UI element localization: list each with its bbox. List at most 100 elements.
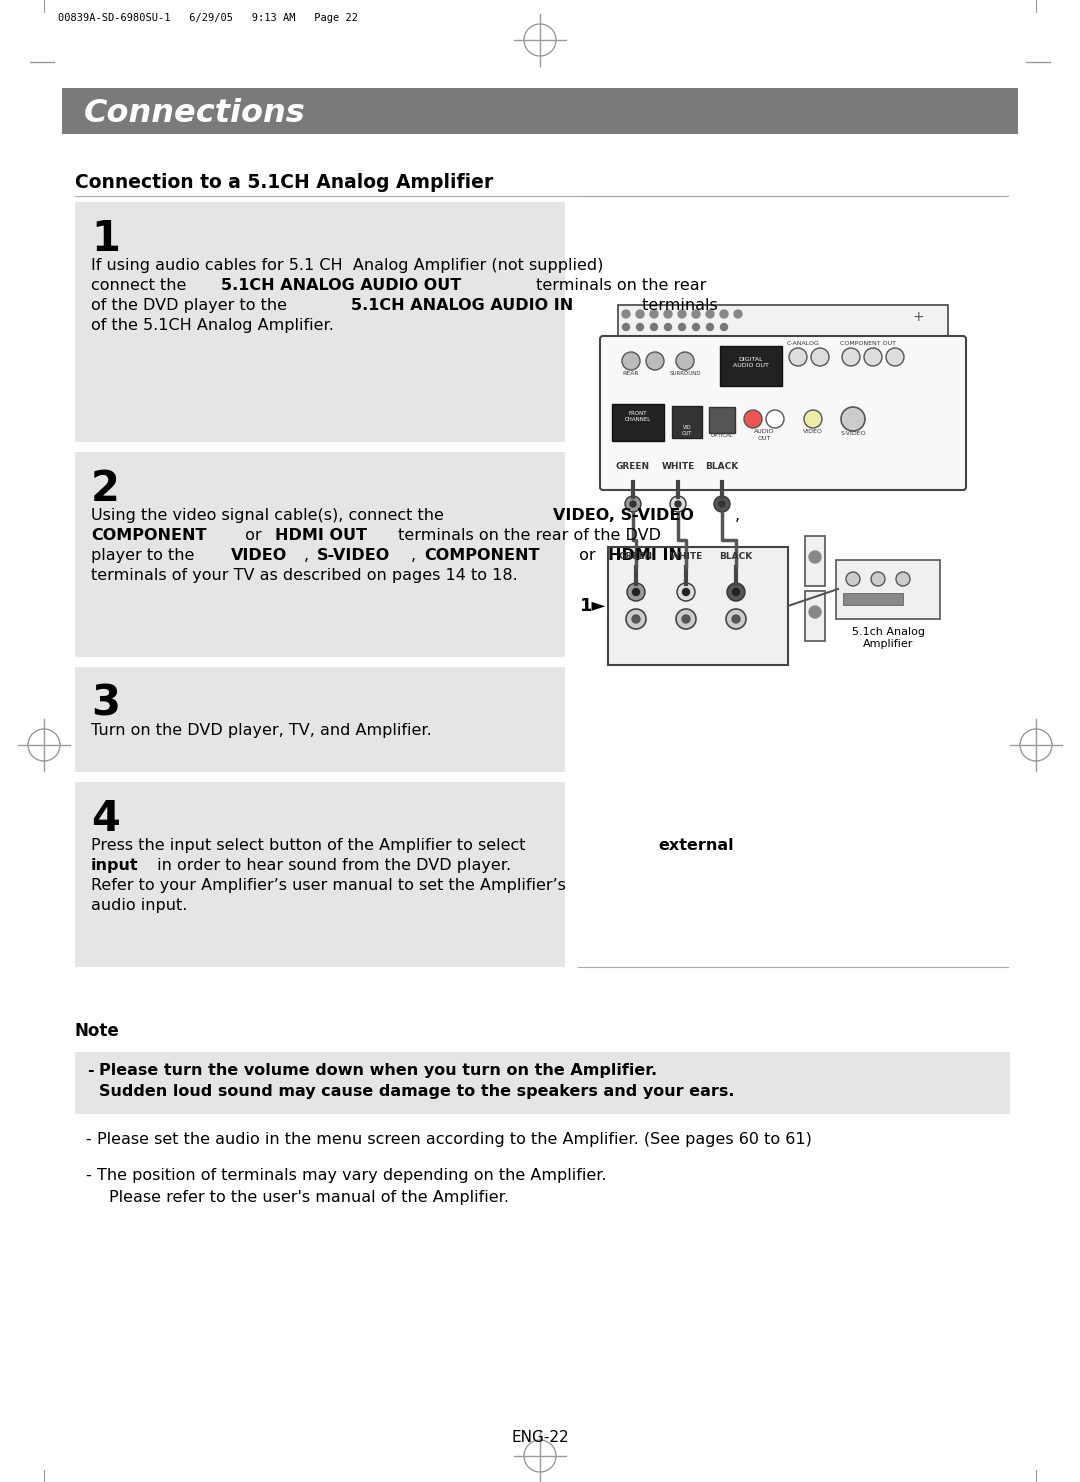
Text: terminals on the rear: terminals on the rear: [530, 279, 706, 293]
Text: audio input.: audio input.: [91, 898, 187, 913]
Circle shape: [719, 501, 725, 507]
Text: DIGITAL
AUDIO OUT: DIGITAL AUDIO OUT: [733, 357, 769, 368]
Text: COMPONENT: COMPONENT: [91, 528, 206, 542]
Text: ,: ,: [734, 508, 740, 523]
Text: 5.1CH ANALOG AUDIO IN: 5.1CH ANALOG AUDIO IN: [351, 298, 572, 313]
Circle shape: [683, 588, 689, 596]
Circle shape: [633, 588, 639, 596]
Circle shape: [842, 348, 860, 366]
Circle shape: [789, 348, 807, 366]
Circle shape: [766, 411, 784, 428]
Text: Please turn the volume down when you turn on the Amplifier.: Please turn the volume down when you tur…: [99, 1063, 657, 1077]
Circle shape: [678, 310, 686, 319]
Text: WHITE: WHITE: [670, 551, 703, 562]
Circle shape: [744, 411, 762, 428]
Circle shape: [870, 572, 885, 585]
Text: ,: ,: [303, 548, 314, 563]
Circle shape: [706, 323, 714, 330]
FancyBboxPatch shape: [843, 593, 903, 605]
Circle shape: [886, 348, 904, 366]
Text: Turn on the DVD player, TV, and Amplifier.: Turn on the DVD player, TV, and Amplifie…: [91, 723, 432, 738]
Text: 3: 3: [91, 683, 120, 725]
FancyBboxPatch shape: [612, 405, 664, 442]
Text: +: +: [913, 310, 923, 325]
Circle shape: [677, 582, 696, 602]
Circle shape: [864, 348, 882, 366]
Text: 2: 2: [91, 468, 120, 510]
FancyBboxPatch shape: [75, 452, 565, 657]
Circle shape: [676, 609, 696, 628]
Text: Using the video signal cable(s), connect the: Using the video signal cable(s), connect…: [91, 508, 449, 523]
Text: Refer to your Amplifier’s user manual to set the Amplifier’s: Refer to your Amplifier’s user manual to…: [91, 877, 566, 894]
Text: -: -: [85, 1168, 91, 1183]
Text: WHITE: WHITE: [661, 462, 694, 471]
Circle shape: [664, 323, 672, 330]
FancyBboxPatch shape: [672, 406, 702, 439]
Circle shape: [636, 323, 644, 330]
FancyBboxPatch shape: [708, 408, 735, 433]
Circle shape: [650, 310, 658, 319]
Circle shape: [627, 582, 645, 602]
Text: BLACK: BLACK: [719, 551, 753, 562]
Text: OPTICAL: OPTICAL: [711, 433, 733, 439]
Circle shape: [732, 615, 740, 622]
Text: SURROUND: SURROUND: [670, 370, 701, 376]
Circle shape: [646, 353, 664, 370]
Text: input: input: [91, 858, 138, 873]
Circle shape: [622, 310, 630, 319]
Text: Connections: Connections: [84, 98, 306, 129]
Text: Press the input select button of the Amplifier to select: Press the input select button of the Amp…: [91, 837, 530, 854]
Circle shape: [706, 310, 714, 319]
Circle shape: [622, 323, 630, 330]
Circle shape: [678, 323, 686, 330]
Circle shape: [726, 609, 746, 628]
Circle shape: [804, 411, 822, 428]
Circle shape: [650, 323, 658, 330]
Text: Sudden loud sound may cause damage to the speakers and your ears.: Sudden loud sound may cause damage to th…: [99, 1083, 734, 1100]
Text: ,: ,: [411, 548, 421, 563]
FancyBboxPatch shape: [600, 336, 966, 491]
Text: VIDEO: VIDEO: [804, 428, 823, 434]
Text: HDMI OUT: HDMI OUT: [274, 528, 366, 542]
Circle shape: [622, 353, 640, 370]
Circle shape: [681, 615, 690, 622]
Text: Please set the audio in the menu screen according to the Amplifier. (See pages 6: Please set the audio in the menu screen …: [97, 1132, 812, 1147]
Circle shape: [727, 582, 745, 602]
Text: terminals of your TV as described on pages 14 to 18.: terminals of your TV as described on pag…: [91, 568, 517, 582]
Circle shape: [809, 606, 821, 618]
Text: GREEN: GREEN: [619, 551, 653, 562]
Circle shape: [846, 572, 860, 585]
Circle shape: [811, 348, 829, 366]
Text: 00839A-SD-6980SU-1   6/29/05   9:13 AM   Page 22: 00839A-SD-6980SU-1 6/29/05 9:13 AM Page …: [58, 13, 357, 24]
Text: The position of terminals may vary depending on the Amplifier.: The position of terminals may vary depen…: [97, 1168, 607, 1183]
Text: 1: 1: [91, 218, 120, 259]
Text: HDMI IN: HDMI IN: [608, 548, 683, 563]
FancyBboxPatch shape: [805, 536, 825, 585]
Text: VIDEO, S-VIDEO: VIDEO, S-VIDEO: [553, 508, 693, 523]
Circle shape: [841, 408, 865, 431]
Circle shape: [732, 588, 740, 596]
Text: of the 5.1CH Analog Amplifier.: of the 5.1CH Analog Amplifier.: [91, 319, 334, 333]
Text: 1►: 1►: [580, 597, 606, 615]
Circle shape: [626, 609, 646, 628]
Text: REAR: REAR: [623, 370, 639, 376]
Text: terminals on the rear of the DVD: terminals on the rear of the DVD: [393, 528, 661, 542]
FancyBboxPatch shape: [618, 305, 948, 336]
Text: BLACK: BLACK: [705, 462, 739, 471]
Circle shape: [632, 615, 640, 622]
FancyBboxPatch shape: [62, 87, 1018, 133]
Text: AUDIO: AUDIO: [754, 428, 774, 434]
Text: -: -: [87, 1063, 94, 1077]
Text: Note: Note: [75, 1023, 120, 1040]
Circle shape: [630, 501, 636, 507]
Circle shape: [676, 353, 694, 370]
Text: S-VIDEO: S-VIDEO: [840, 431, 866, 436]
Text: of the DVD player to the: of the DVD player to the: [91, 298, 292, 313]
Text: Please refer to the user's manual of the Amplifier.: Please refer to the user's manual of the…: [109, 1190, 509, 1205]
Circle shape: [896, 572, 910, 585]
Text: Connection to a 5.1CH Analog Amplifier: Connection to a 5.1CH Analog Amplifier: [75, 173, 494, 193]
Text: external: external: [658, 837, 734, 854]
FancyBboxPatch shape: [608, 547, 788, 665]
Text: or: or: [573, 548, 600, 563]
FancyBboxPatch shape: [75, 782, 565, 966]
